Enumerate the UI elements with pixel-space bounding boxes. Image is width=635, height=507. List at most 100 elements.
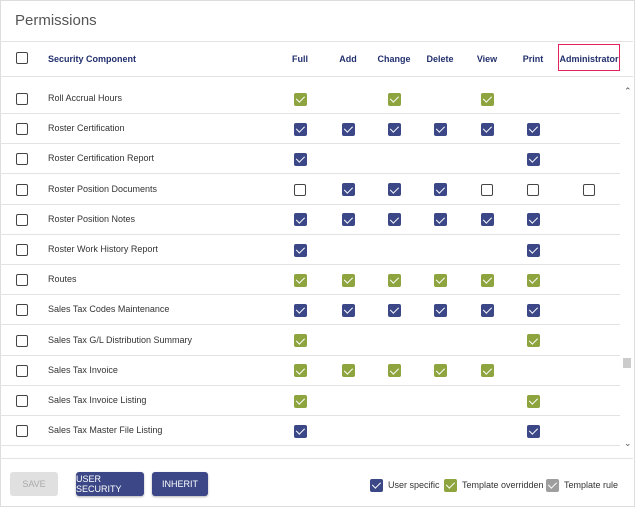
permission-checkbox[interactable] <box>387 183 401 197</box>
row-checkbox[interactable] <box>16 93 28 105</box>
legend-label: Template overridden <box>462 480 544 490</box>
permission-checkbox[interactable] <box>293 394 307 408</box>
permission-checkbox[interactable] <box>341 122 355 136</box>
permission-checkbox[interactable] <box>387 303 401 317</box>
permission-checkbox[interactable] <box>527 183 539 196</box>
permission-checkbox[interactable] <box>480 122 494 136</box>
permission-checkbox[interactable] <box>341 213 355 227</box>
component-name: Roster Position Documents <box>48 183 158 194</box>
permission-checkbox[interactable] <box>433 364 447 378</box>
permission-checkbox[interactable] <box>294 183 306 196</box>
column-header: Full <box>292 54 308 64</box>
permission-checkbox[interactable] <box>480 213 494 227</box>
row-checkbox[interactable] <box>16 123 28 136</box>
legend-swatch <box>545 478 559 492</box>
row-divider <box>0 384 620 386</box>
permission-checkbox[interactable] <box>433 122 447 136</box>
row-divider <box>0 264 620 265</box>
permission-checkbox[interactable] <box>526 152 540 166</box>
select-all-checkbox[interactable] <box>16 52 28 64</box>
row-checkbox[interactable] <box>16 153 28 166</box>
row-checkbox[interactable] <box>16 274 28 287</box>
permission-checkbox[interactable] <box>480 92 494 106</box>
row-divider <box>0 354 620 356</box>
row-checkbox[interactable] <box>16 364 28 377</box>
scrollbar[interactable]: ⌃ ⌄ <box>623 86 632 448</box>
permission-checkbox[interactable] <box>341 273 355 287</box>
permission-checkbox[interactable] <box>293 364 307 378</box>
permission-checkbox[interactable] <box>433 213 447 227</box>
component-name: Sales Tax G/L Distribution Summary <box>48 334 193 345</box>
permission-checkbox[interactable] <box>526 424 540 438</box>
component-name: Routes <box>48 274 77 285</box>
permission-checkbox[interactable] <box>293 213 307 227</box>
button[interactable]: INHERIT <box>152 472 208 496</box>
permission-checkbox[interactable] <box>480 364 494 378</box>
permission-checkbox[interactable] <box>387 273 401 287</box>
component-name: Roster Position Notes <box>48 213 136 224</box>
column-header: Security Component <box>48 54 137 64</box>
row-checkbox[interactable] <box>16 213 28 226</box>
column-highlight <box>558 44 620 71</box>
permission-checkbox[interactable] <box>293 92 307 106</box>
divider <box>0 458 633 459</box>
permission-checkbox[interactable] <box>481 183 493 196</box>
component-name: Sales Tax Master File Listing <box>48 425 163 436</box>
row-divider <box>0 294 620 296</box>
permission-checkbox[interactable] <box>293 334 307 348</box>
column-header: Add <box>339 54 357 64</box>
permission-checkbox[interactable] <box>293 303 307 317</box>
permission-checkbox[interactable] <box>526 122 540 136</box>
title: Permissions <box>15 12 97 29</box>
button[interactable]: USER SECURITY <box>76 472 144 496</box>
permission-checkbox[interactable] <box>526 303 540 317</box>
permission-checkbox[interactable] <box>480 273 494 287</box>
column-header: Administrator <box>559 54 619 64</box>
permission-checkbox[interactable] <box>526 334 540 348</box>
row-checkbox[interactable] <box>16 244 28 256</box>
permission-checkbox[interactable] <box>341 303 355 317</box>
row-divider <box>0 324 620 326</box>
row-divider <box>0 233 620 235</box>
permission-checkbox[interactable] <box>341 364 355 378</box>
row-divider <box>0 113 620 114</box>
row-checkbox[interactable] <box>16 395 28 407</box>
permission-checkbox[interactable] <box>387 122 401 136</box>
permission-checkbox[interactable] <box>583 183 595 196</box>
legend-swatch <box>443 478 457 492</box>
component-name: Sales Tax Codes Maintenance <box>48 304 170 315</box>
permission-checkbox[interactable] <box>387 213 401 227</box>
permission-checkbox[interactable] <box>293 424 307 438</box>
permission-checkbox[interactable] <box>293 122 307 136</box>
column-header: Change <box>377 54 411 64</box>
permission-checkbox[interactable] <box>293 152 307 166</box>
row-checkbox[interactable] <box>16 425 28 438</box>
permission-checkbox[interactable] <box>526 394 540 408</box>
permission-checkbox[interactable] <box>480 303 494 317</box>
row-checkbox[interactable] <box>16 334 28 347</box>
component-name: Roster Certification <box>48 123 125 134</box>
permission-checkbox[interactable] <box>387 364 401 378</box>
permission-checkbox[interactable] <box>433 303 447 317</box>
row-divider <box>0 415 620 416</box>
permission-checkbox[interactable] <box>433 273 447 287</box>
table-body: Roll Accrual Hours Roster Certification Ro… <box>0 77 620 452</box>
permission-checkbox[interactable] <box>433 183 447 197</box>
permission-checkbox[interactable] <box>293 273 307 287</box>
row-divider <box>0 445 620 447</box>
permission-checkbox[interactable] <box>526 273 540 287</box>
legend-label: Template rule <box>564 480 619 490</box>
permission-checkbox[interactable] <box>526 243 540 257</box>
legend-swatch <box>369 478 383 492</box>
permission-checkbox[interactable] <box>387 92 401 106</box>
row-checkbox[interactable] <box>16 183 28 196</box>
permission-checkbox[interactable] <box>526 213 540 227</box>
divider <box>0 41 633 42</box>
row-checkbox[interactable] <box>16 304 28 317</box>
component-name: Roster Work History Report <box>48 244 158 254</box>
permission-checkbox[interactable] <box>341 183 355 197</box>
permission-checkbox[interactable] <box>293 243 307 257</box>
row-divider <box>0 203 620 205</box>
component-name: Roll Accrual Hours <box>48 93 123 103</box>
